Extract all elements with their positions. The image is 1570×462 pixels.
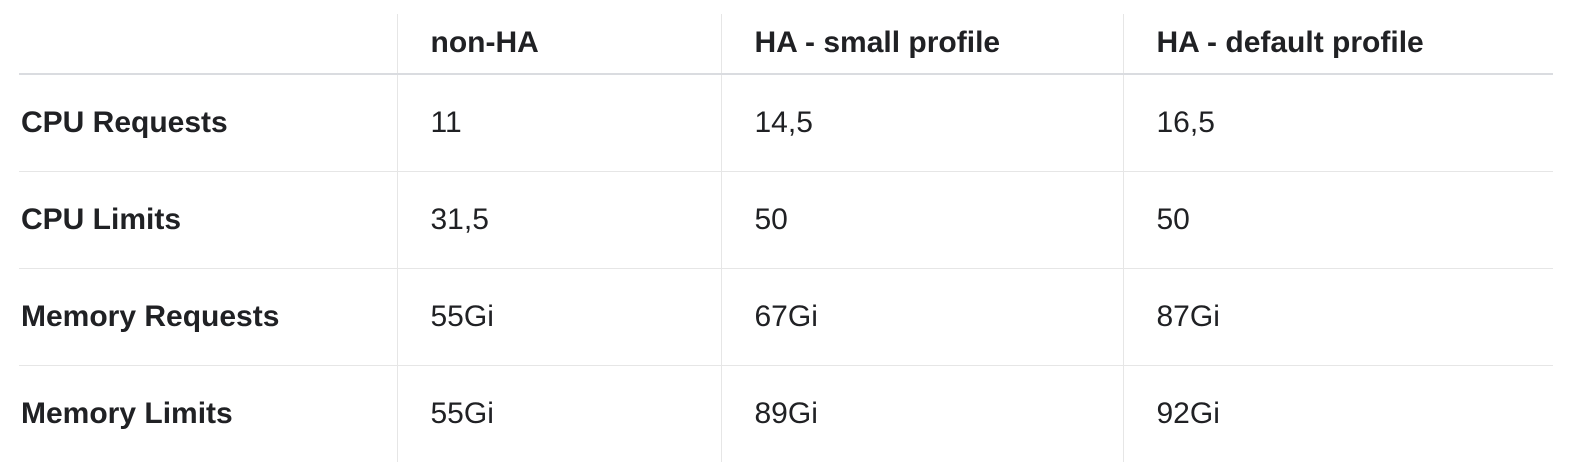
table-row: Memory Requests 55Gi 67Gi 87Gi	[19, 269, 1553, 366]
header-cell-ha-small: HA - small profile	[721, 14, 1123, 74]
resource-table: non-HA HA - small profile HA - default p…	[19, 14, 1553, 462]
table-cell: 14,5	[721, 74, 1123, 172]
table-cell: 67Gi	[721, 269, 1123, 366]
table-cell: 50	[1123, 172, 1553, 269]
header-cell-non-ha: non-HA	[397, 14, 721, 74]
table-cell: 11	[397, 74, 721, 172]
table-cell: 55Gi	[397, 269, 721, 366]
table-cell: 89Gi	[721, 366, 1123, 462]
table-row: CPU Limits 31,5 50 50	[19, 172, 1553, 269]
header-row: non-HA HA - small profile HA - default p…	[19, 14, 1553, 74]
table-body: CPU Requests 11 14,5 16,5 CPU Limits 31,…	[19, 74, 1553, 462]
table-row: Memory Limits 55Gi 89Gi 92Gi	[19, 366, 1553, 462]
header-cell-ha-default: HA - default profile	[1123, 14, 1553, 74]
table-header: non-HA HA - small profile HA - default p…	[19, 14, 1553, 74]
table-cell: 31,5	[397, 172, 721, 269]
header-cell-empty	[19, 14, 397, 74]
row-label-memory-limits: Memory Limits	[19, 366, 397, 462]
row-label-cpu-requests: CPU Requests	[19, 74, 397, 172]
row-label-memory-requests: Memory Requests	[19, 269, 397, 366]
table-cell: 92Gi	[1123, 366, 1553, 462]
table-cell: 16,5	[1123, 74, 1553, 172]
table-cell: 50	[721, 172, 1123, 269]
table-row: CPU Requests 11 14,5 16,5	[19, 74, 1553, 172]
table-cell: 87Gi	[1123, 269, 1553, 366]
row-label-cpu-limits: CPU Limits	[19, 172, 397, 269]
table-cell: 55Gi	[397, 366, 721, 462]
